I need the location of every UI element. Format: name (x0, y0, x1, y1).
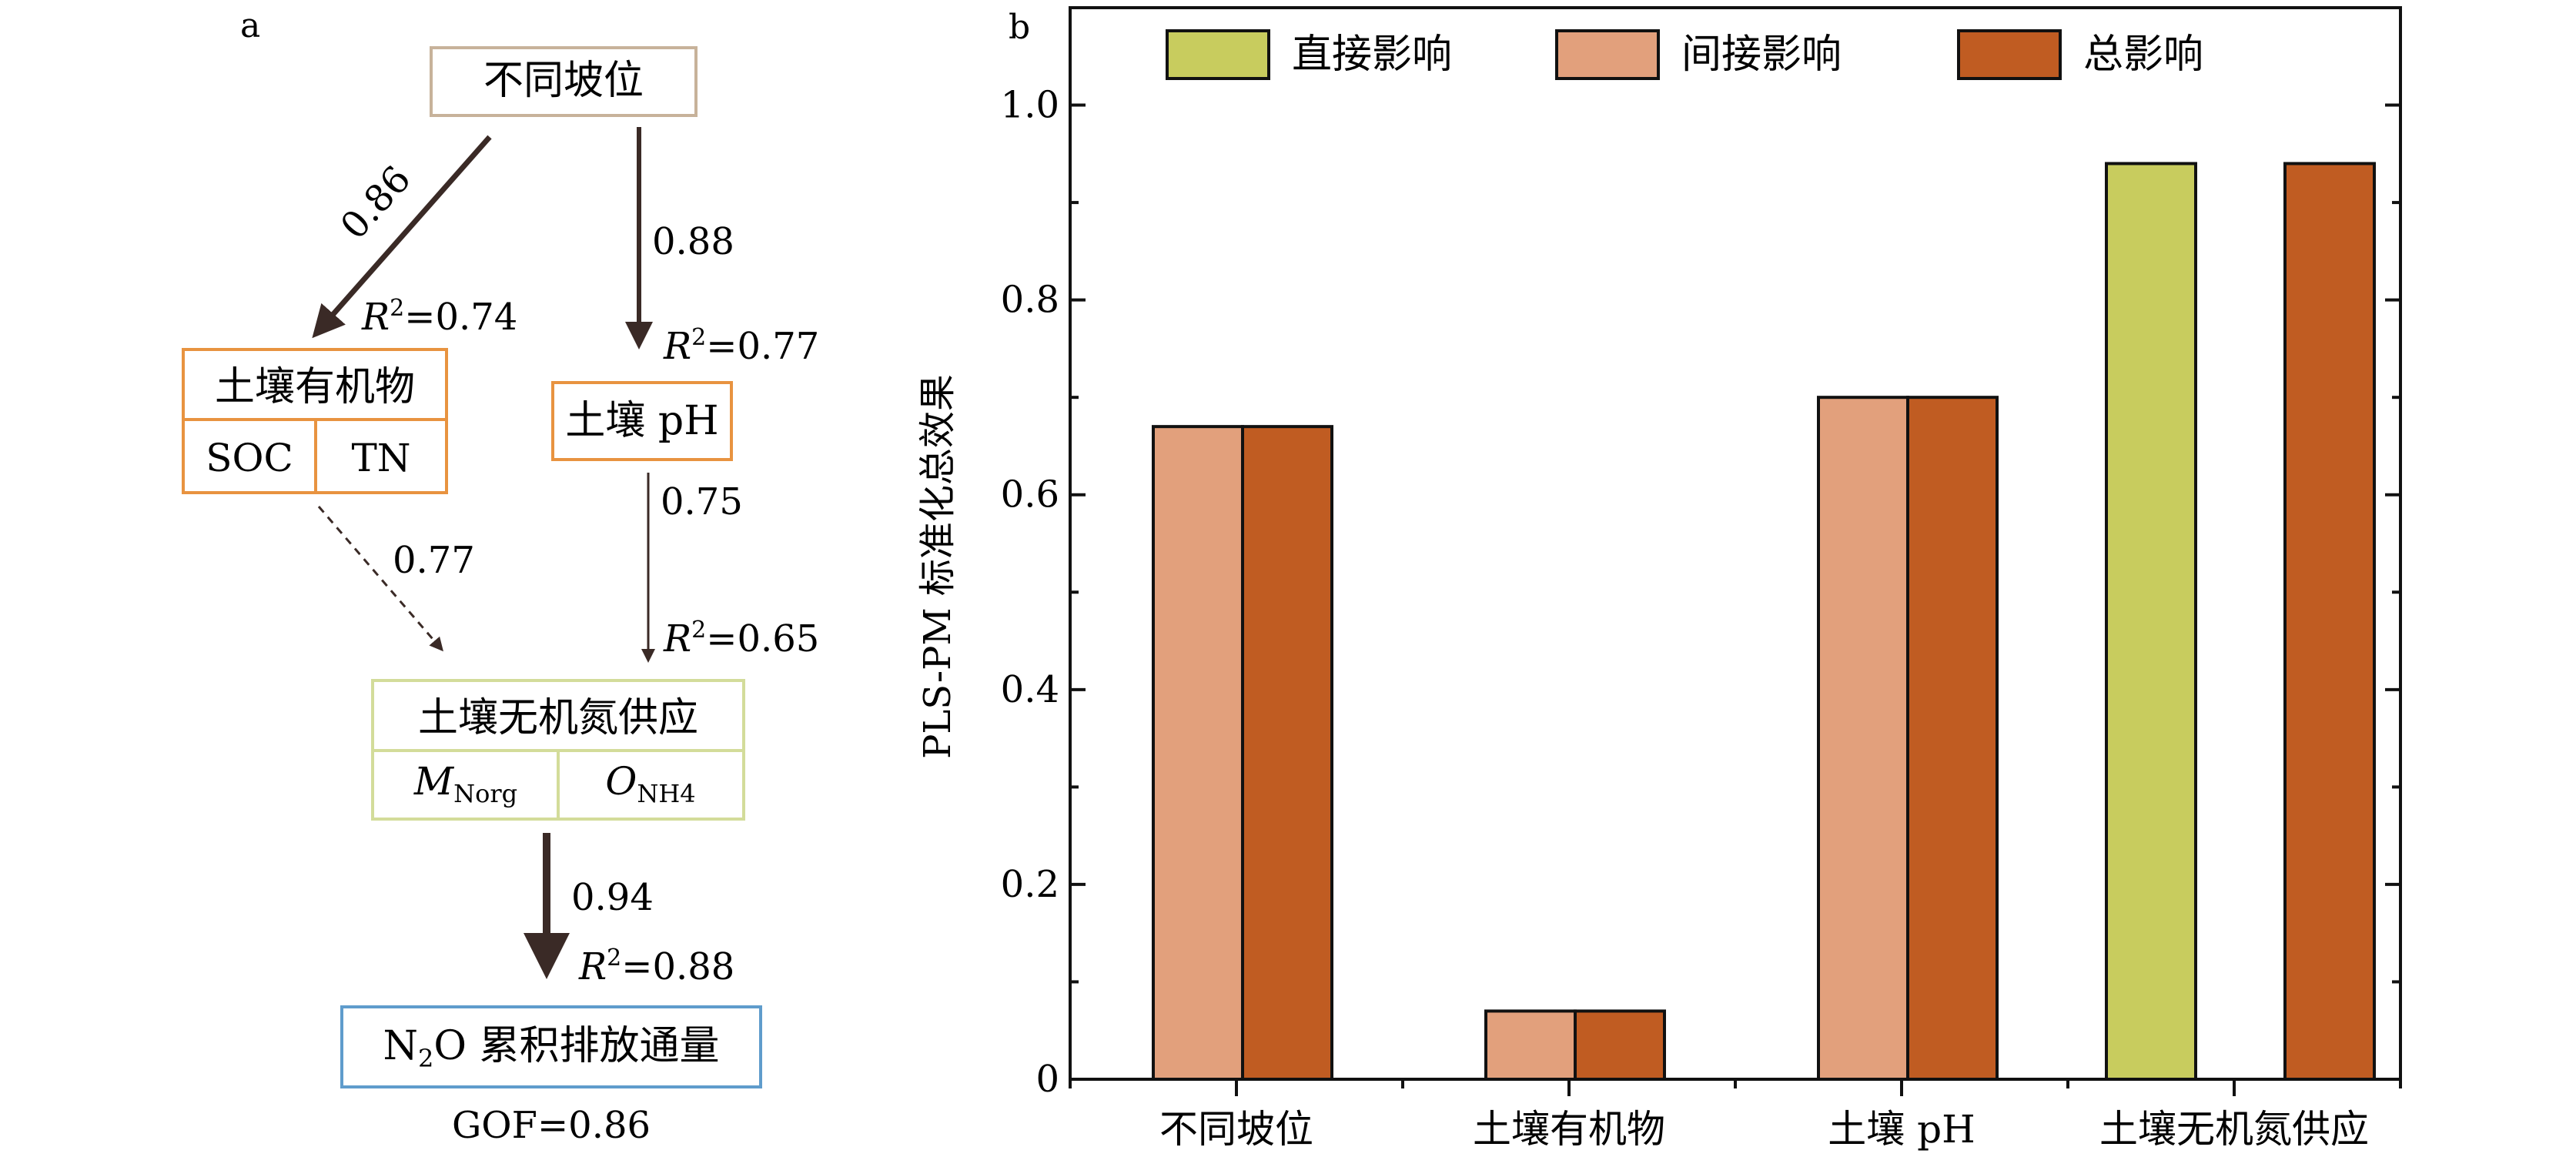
node-n2o: N2O 累积排放通量 (340, 1005, 762, 1088)
bar-总影响-土壤 pH (1906, 396, 1999, 1081)
plot-frame (1069, 6, 2402, 1081)
node-inorganic-n: 土壤无机氮供应 MNorg ONH4 (371, 679, 745, 821)
node-soil-ph-label: 土壤 pH (565, 398, 718, 444)
y-tick-label: 0.6 (1001, 473, 1059, 517)
bar-间接影响-土壤有机物 (1484, 1009, 1577, 1082)
node-slope: 不同坡位 (430, 46, 698, 117)
legend-label: 总影响 (2083, 32, 2203, 78)
path-slope-to-ph: 0.88 R2=0.77 (625, 127, 819, 368)
bar-总影响-土壤无机氮供应 (2283, 162, 2376, 1081)
node-slope-label: 不同坡位 (483, 58, 644, 104)
path-ph-to-inorganic: 0.75 R2=0.65 (641, 473, 819, 663)
bar-间接影响-不同坡位 (1152, 425, 1244, 1081)
mnorg-cell: MNorg (413, 759, 517, 808)
coef-inorganic-n2o: 0.94 (571, 876, 654, 919)
r2-inorganic-n2o: R2=0.88 (578, 945, 734, 988)
legend: 直接影响 间接影响 总影响 (1166, 29, 2203, 80)
legend-swatch-总影响 (1957, 29, 2062, 80)
bar-总影响-土壤有机物 (1574, 1009, 1666, 1082)
path-slope-to-organic: 0.86 R2=0.74 (312, 135, 517, 339)
gof-label: GOF=0.86 (452, 1104, 651, 1147)
r2-ph-inorganic: R2=0.65 (663, 617, 819, 660)
soc-cell: SOC (206, 436, 293, 480)
bar-总影响-不同坡位 (1241, 425, 1333, 1081)
coef-ph-inorganic: 0.75 (661, 480, 743, 523)
path-organic-to-inorganic: 0.77 (317, 506, 475, 652)
x-axis: 不同坡位 土壤有机物 土壤 pH 土壤无机氮供应 (1069, 1079, 2402, 1152)
onh4-cell: ONH4 (605, 759, 695, 808)
legend-swatch-间接影响 (1555, 29, 1660, 80)
bars (1152, 162, 2376, 1082)
y-tick-label: 1.0 (1001, 84, 1059, 127)
legend-swatch-直接影响 (1166, 29, 1270, 80)
panel-a-label: a (240, 6, 260, 45)
r2-slope-organic: R2=0.74 (361, 295, 517, 339)
coef-organic-inorganic: 0.77 (393, 539, 475, 582)
y-tick-label: 0.8 (1001, 279, 1059, 322)
x-tick-label: 不同坡位 (1159, 1107, 1313, 1152)
panel-b-label: b (1009, 8, 1030, 47)
node-soil-organic: 土壤有机物 SOC TN (182, 348, 448, 494)
tn-cell: TN (351, 436, 410, 480)
x-tick-label: 土壤有机物 (1473, 1107, 1665, 1152)
node-soil-ph: 土壤 pH (551, 381, 733, 461)
node-inorganic-n-label: 土壤无机氮供应 (418, 695, 698, 741)
bar-间接影响-土壤 pH (1817, 396, 1909, 1081)
legend-label: 直接影响 (1292, 32, 1452, 78)
r2-slope-ph: R2=0.77 (663, 324, 819, 368)
y-tick-label: 0.4 (1001, 668, 1059, 711)
node-soil-organic-label: 土壤有机物 (215, 364, 415, 410)
y-axis-label: PLS-PM 标准化总效果 (916, 374, 959, 759)
node-n2o-label: N2O 累积排放通量 (383, 1023, 719, 1073)
y-tick-label: 0 (1035, 1058, 1059, 1101)
bar-直接影响-土壤无机氮供应 (2105, 162, 2197, 1081)
y-tick-label: 0.2 (1001, 863, 1059, 906)
x-tick-label: 土壤 pH (1828, 1107, 1975, 1152)
x-tick-label: 土壤无机氮供应 (2099, 1107, 2369, 1152)
y-axis: 0 0.2 0.4 0.6 0.8 1.0 (1001, 84, 2400, 1101)
coef-slope-ph: 0.88 (652, 220, 734, 263)
path-inorganic-to-n2o: 0.94 R2=0.88 (524, 833, 734, 988)
path-diagram: a 不同坡位 土壤有机物 SOC TN 土壤 pH 土壤无机氮供应 MNorg … (182, 6, 819, 1147)
legend-label: 间接影响 (1681, 32, 1842, 78)
plot-border (1069, 6, 2402, 1081)
